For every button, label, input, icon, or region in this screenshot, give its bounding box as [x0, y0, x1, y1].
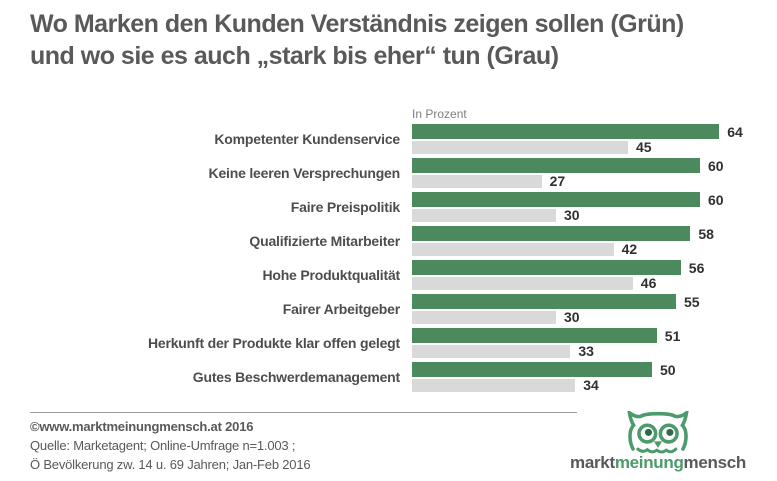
category-label: Faire Preispolitik — [290, 199, 400, 215]
footer-source-line2: Ö Bevölkerung zw. 14 u. 69 Jahren; Jan-F… — [30, 457, 311, 472]
chart-row: Gutes Beschwerdemanagement 50 34 — [28, 362, 743, 392]
axis-unit-note: In Prozent — [412, 107, 467, 121]
green-bar — [412, 362, 652, 377]
bar-line: 30 — [412, 310, 700, 324]
gray-bar — [412, 276, 633, 290]
bar-line: 27 — [412, 174, 724, 188]
brand-logo: marktmeinungmensch — [558, 411, 758, 473]
footer-source-line1: Quelle: Marketagent; Online-Umfrage n=1.… — [30, 438, 296, 453]
bar-pair: 60 27 — [412, 158, 724, 188]
category-label: Kompetenter Kundenservice — [214, 131, 400, 147]
value-label: 60 — [708, 157, 724, 174]
bar-pair: 51 33 — [412, 328, 680, 358]
bar-pair: 55 30 — [412, 294, 700, 324]
bar-line: 50 — [412, 362, 676, 377]
value-label: 42 — [621, 241, 638, 257]
bar-line: 64 — [412, 124, 743, 139]
bar-pair: 58 42 — [412, 226, 714, 256]
bar-pair: 50 34 — [412, 362, 676, 392]
gray-bar — [412, 242, 614, 256]
chart-row: Hohe Produktqualität 56 46 — [28, 260, 743, 290]
bar-line: 42 — [412, 242, 714, 256]
value-label: 30 — [564, 207, 580, 223]
value-label: 50 — [660, 361, 676, 378]
green-bar — [412, 226, 691, 241]
bar-line: 33 — [412, 344, 680, 358]
value-label: 30 — [564, 309, 580, 325]
footer-divider — [30, 412, 577, 413]
owl-icon — [627, 411, 689, 454]
category-label: Fairer Arbeitgeber — [282, 301, 400, 317]
bar-line: 56 — [412, 260, 704, 275]
green-bar — [412, 294, 676, 309]
bar-line: 46 — [412, 276, 704, 290]
bar-line: 55 — [412, 294, 700, 309]
wordmark-markt: markt — [570, 453, 615, 472]
chart-title-line2: und wo sie es auch „stark bis eher“ tun … — [30, 42, 559, 70]
chart-title-line1: Wo Marken den Kunden Verständnis zeigen … — [30, 10, 684, 38]
green-bar — [412, 158, 700, 173]
value-label: 55 — [684, 293, 700, 310]
chart-row: Fairer Arbeitgeber 55 30 — [28, 294, 743, 324]
bar-line: 51 — [412, 328, 680, 343]
wordmark-mensch: mensch — [683, 453, 747, 472]
green-bar — [412, 328, 657, 343]
value-label: 27 — [549, 173, 566, 189]
gray-bar — [412, 174, 542, 188]
chart-row: Qualifizierte Mitarbeiter 58 42 — [28, 226, 743, 256]
value-label: 64 — [727, 123, 743, 140]
value-label: 51 — [664, 327, 681, 344]
bar-line: 34 — [412, 378, 676, 392]
gray-bar — [412, 208, 556, 222]
gray-bar — [412, 310, 556, 324]
category-label: Qualifizierte Mitarbeiter — [249, 233, 400, 249]
bar-line: 45 — [412, 140, 743, 154]
gray-bar — [412, 344, 571, 358]
gray-bar — [412, 378, 576, 392]
chart-row: Herkunft der Produkte klar offen gelegt 5… — [28, 328, 743, 358]
green-bar — [412, 260, 681, 275]
green-bar — [412, 124, 720, 139]
footer-source-block: ©www.marktmeinungmensch.at 2016 Quelle: … — [30, 417, 311, 474]
brand-wordmark: marktmeinungmensch — [558, 453, 758, 473]
chart-row: Faire Preispolitik 60 30 — [28, 192, 743, 222]
value-label: 34 — [583, 377, 599, 393]
chart-row: Kompetenter Kundenservice 64 45 — [28, 124, 743, 154]
bar-chart: In Prozent Kompetenter Kundenservice 64 45… — [28, 107, 743, 396]
bar-line: 30 — [412, 208, 724, 222]
bar-pair: 64 45 — [412, 124, 743, 154]
bar-line: 60 — [412, 192, 724, 207]
value-label: 60 — [708, 191, 724, 208]
gray-bar — [412, 140, 628, 154]
bar-line: 60 — [412, 158, 724, 173]
category-label: Herkunft der Produkte klar offen gelegt — [147, 335, 400, 351]
value-label: 46 — [640, 275, 657, 291]
value-label: 58 — [698, 225, 714, 242]
green-bar — [412, 192, 700, 207]
chart-rows: Kompetenter Kundenservice 64 45 Keine leere… — [28, 124, 743, 392]
chart-row: Keine leeren Versprechungen 60 27 — [28, 158, 743, 188]
bar-pair: 56 46 — [412, 260, 704, 290]
bar-line: 58 — [412, 226, 714, 241]
category-label: Hohe Produktqualität — [262, 267, 400, 283]
chart-title: Wo Marken den Kunden Verständnis zeigen … — [30, 8, 684, 72]
value-label: 56 — [688, 259, 705, 276]
value-label: 33 — [578, 343, 594, 359]
wordmark-meinung: meinung — [614, 453, 684, 472]
value-label: 45 — [636, 139, 652, 155]
category-label: Gutes Beschwerdemanagement — [192, 369, 400, 385]
footer-copyright: ©www.marktmeinungmensch.at 2016 — [30, 419, 254, 434]
bar-pair: 60 30 — [412, 192, 724, 222]
category-label: Keine leeren Versprechungen — [208, 165, 401, 181]
